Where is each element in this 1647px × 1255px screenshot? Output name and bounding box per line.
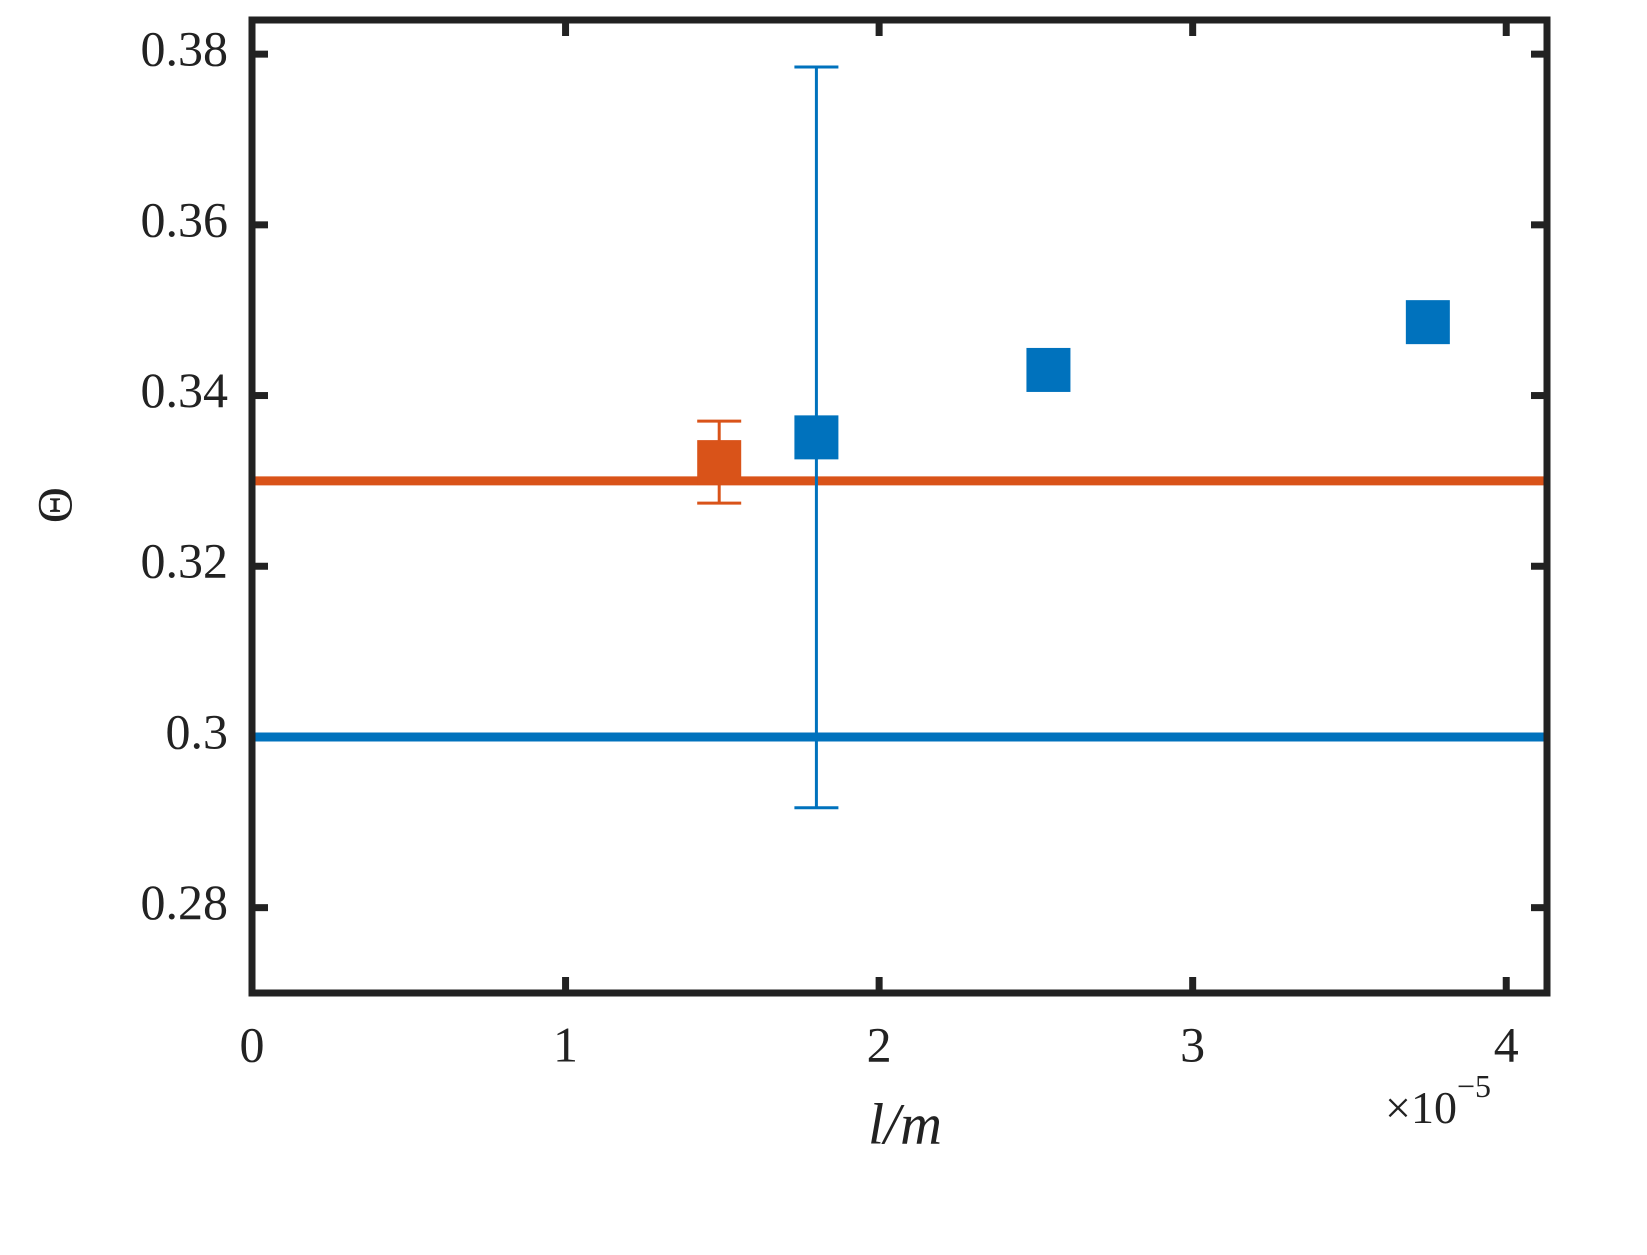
x-exponent-label: ×10−5 xyxy=(1385,1068,1491,1132)
y-tick-label: 0.34 xyxy=(141,362,229,418)
y-tick-label: 0.3 xyxy=(166,703,229,759)
y-tick-label: 0.38 xyxy=(141,21,229,77)
x-tick-label: 0 xyxy=(240,1016,265,1072)
x-exponent: −5 xyxy=(1457,1068,1491,1104)
marker xyxy=(794,415,839,460)
plot-frame xyxy=(248,16,1551,997)
marker xyxy=(1026,347,1071,392)
y-tick-label: 0.32 xyxy=(141,533,229,589)
y-tick-label: 0.36 xyxy=(141,191,229,247)
marker xyxy=(1405,300,1450,345)
x-tick-label: 1 xyxy=(553,1016,578,1072)
x-exponent-base: ×10 xyxy=(1385,1082,1457,1133)
x-tick-label: 3 xyxy=(1180,1016,1205,1072)
x-axis-label: l/m xyxy=(868,1091,942,1156)
x-tick-label: 2 xyxy=(867,1016,892,1072)
y-axis-label: Θ xyxy=(26,487,82,523)
x-tick-label: 4 xyxy=(1494,1016,1519,1072)
marker xyxy=(697,440,742,485)
y-tick-label: 0.28 xyxy=(141,874,229,930)
